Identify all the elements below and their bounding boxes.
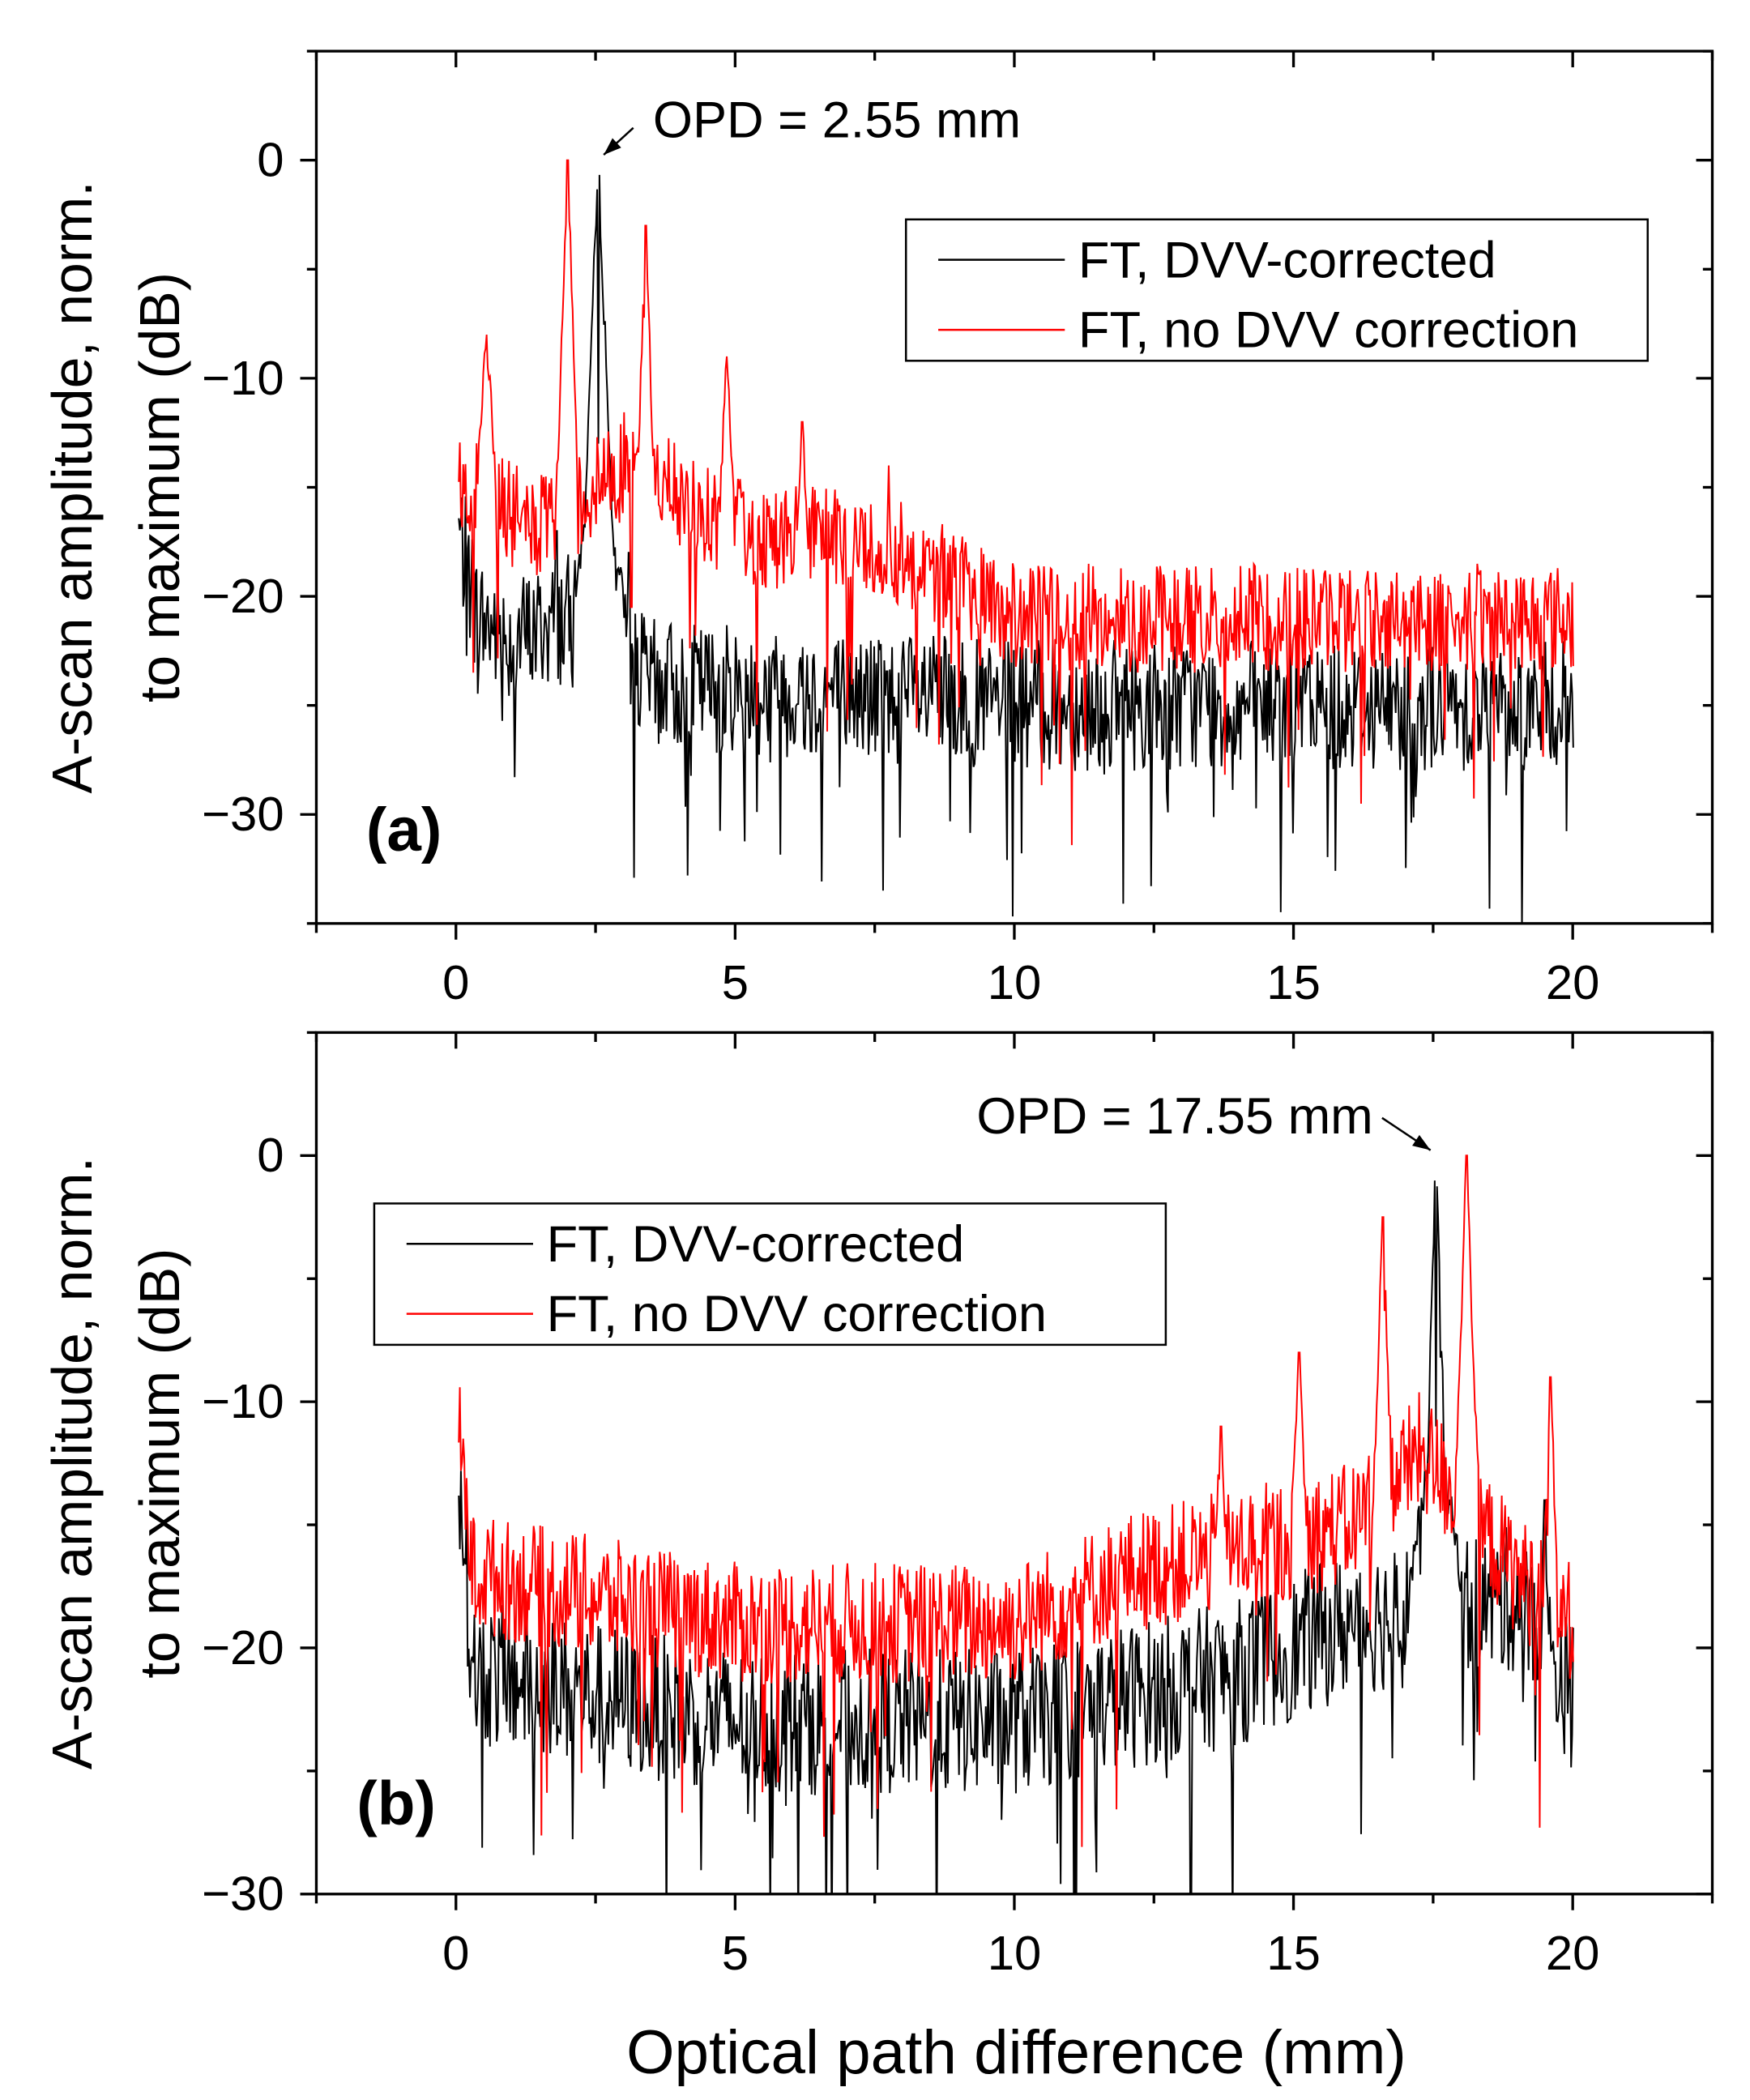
y-axis-label-line1: A-scan amplitude, norm. xyxy=(41,1157,104,1769)
x-tick-label: 5 xyxy=(722,955,749,1009)
legend-label: FT, DVV-corrected xyxy=(1078,232,1496,288)
panel-label: (b) xyxy=(356,1769,436,1838)
legend: FT, DVV-corrected FT, no DVV correction xyxy=(373,1202,1167,1347)
x-tick-label: 20 xyxy=(1546,1926,1600,1980)
y-tick-label: −30 xyxy=(202,1867,284,1921)
legend-label: FT, DVV-corrected xyxy=(547,1216,965,1273)
y-tick-label: 0 xyxy=(257,1128,284,1182)
y-tick-label: −20 xyxy=(202,569,284,623)
plot-frame xyxy=(314,49,1714,925)
x-axis-label: Optical path difference (mm) xyxy=(626,2018,1406,2087)
plot-frame xyxy=(314,1031,1714,1896)
x-tick-label: 10 xyxy=(988,955,1042,1009)
x-tick-label: 20 xyxy=(1546,955,1600,1009)
legend-box xyxy=(904,218,1649,362)
y-tick-label: −20 xyxy=(202,1620,284,1675)
annotation-text: OPD = 17.55 mm xyxy=(976,1088,1372,1145)
x-tick-label: 5 xyxy=(722,1926,749,1980)
legend-box xyxy=(373,1202,1167,1347)
x-tick-label: 0 xyxy=(442,955,469,1009)
y-axis-label-line2: to maximum (dB) xyxy=(128,1248,191,1679)
y-tick-label: −30 xyxy=(202,787,284,841)
series-line-dvv-corrected xyxy=(458,174,1574,924)
series-line-no-dvv-correction xyxy=(458,1155,1574,1847)
annotation-arrow-head-icon xyxy=(1412,1134,1431,1150)
y-tick-label: −10 xyxy=(202,1374,284,1428)
legend: FT, DVV-corrected FT, no DVV correction xyxy=(904,218,1649,362)
panel-label: (a) xyxy=(366,796,442,864)
panel-a: 0 5 10 15 20 0 −10 −20 −30 A-scan amplitude, norm… xyxy=(41,49,1714,1009)
legend-label: FT, no DVV correction xyxy=(1078,302,1578,359)
y-axis-label-line1: A-scan amplitude, norm. xyxy=(41,181,104,793)
legend-label: FT, no DVV correction xyxy=(547,1286,1047,1342)
x-tick-label: 10 xyxy=(988,1926,1042,1980)
annotation-arrow-head-icon xyxy=(604,138,621,156)
x-tick-label: 0 xyxy=(442,1926,469,1980)
x-tick-label: 15 xyxy=(1266,1926,1321,1980)
x-tick-label: 15 xyxy=(1266,955,1321,1009)
series-line-no-dvv-correction xyxy=(458,159,1574,846)
annotation-text: OPD = 2.55 mm xyxy=(653,92,1021,148)
y-axis-label-line2: to maximum (dB) xyxy=(128,272,191,702)
y-tick-label: 0 xyxy=(257,133,284,187)
panel-b: 0 5 10 15 20 0 −10 −20 −30 A-scan amplitude, norm… xyxy=(41,1031,1714,1980)
y-tick-label: −10 xyxy=(202,351,284,405)
